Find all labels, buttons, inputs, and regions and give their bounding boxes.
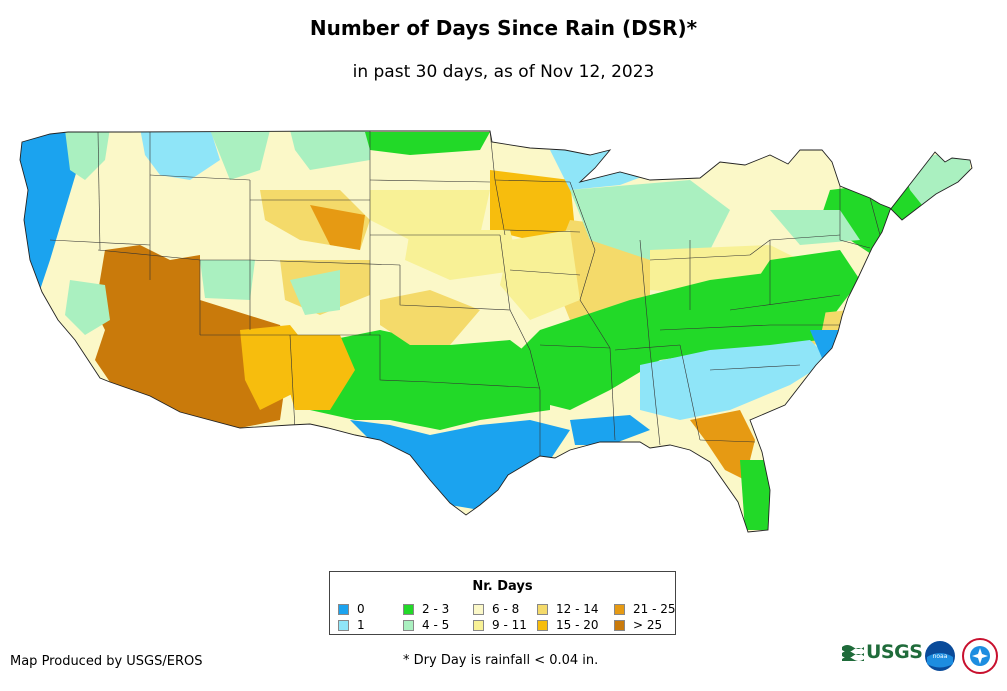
legend-swatch bbox=[473, 619, 484, 631]
legend-item: 4 - 5 bbox=[403, 618, 449, 632]
legend-label: 6 - 8 bbox=[492, 602, 520, 616]
legend-item: 2 - 3 bbox=[403, 602, 449, 616]
legend-swatch bbox=[338, 603, 349, 615]
us-outline bbox=[19, 130, 973, 533]
legend-label: 12 - 14 bbox=[556, 602, 599, 616]
legend-label: 21 - 25 bbox=[633, 602, 676, 616]
legend-item: 21 - 25 bbox=[614, 602, 676, 616]
dsr-shading bbox=[20, 131, 972, 532]
legend-label: 9 - 11 bbox=[492, 618, 527, 632]
legend-label: 2 - 3 bbox=[422, 602, 450, 616]
legend-item: > 25 bbox=[614, 618, 662, 632]
legend-swatch bbox=[338, 619, 349, 631]
legend-swatch bbox=[537, 603, 548, 615]
legend: Nr. Days 0 1 2 - 3 4 - 5 6 - 8 9 - 11 12 - 14 1… bbox=[329, 571, 676, 635]
usgs-logo-text: USGS bbox=[866, 641, 923, 663]
legend-swatch bbox=[403, 619, 414, 631]
noaa-logo-text: noaa bbox=[933, 653, 948, 660]
legend-swatch bbox=[614, 603, 625, 615]
state-boundaries bbox=[49, 131, 901, 456]
legend-swatch bbox=[403, 603, 414, 615]
noaa-logo: noaa bbox=[925, 641, 955, 671]
legend-label: > 25 bbox=[633, 618, 663, 632]
dry-day-note: * Dry Day is rainfall < 0.04 in. bbox=[403, 653, 599, 668]
legend-swatch bbox=[614, 619, 625, 631]
legend-swatch bbox=[537, 619, 548, 631]
producer-credit: Map Produced by USGS/EROS bbox=[10, 654, 203, 669]
usgs-logo: USGS bbox=[842, 641, 923, 663]
map-subtitle: in past 30 days, as of Nov 12, 2023 bbox=[352, 62, 655, 82]
nws-logo bbox=[962, 638, 998, 674]
legend-label: 15 - 20 bbox=[556, 618, 599, 632]
legend-item: 0 bbox=[338, 602, 365, 616]
legend-item: 15 - 20 bbox=[537, 618, 599, 632]
map-title: Number of Days Since Rain (DSR)* bbox=[309, 16, 698, 40]
legend-item: 6 - 8 bbox=[473, 602, 519, 616]
legend-item: 1 bbox=[338, 618, 365, 632]
legend-title: Nr. Days bbox=[472, 579, 533, 594]
legend-swatch bbox=[473, 603, 484, 615]
legend-label: 1 bbox=[357, 618, 365, 632]
legend-label: 4 - 5 bbox=[422, 618, 450, 632]
legend-item: 12 - 14 bbox=[537, 602, 599, 616]
legend-item: 9 - 11 bbox=[473, 618, 527, 632]
usgs-wave-icon bbox=[842, 645, 864, 661]
us-dsr-map bbox=[19, 130, 973, 533]
legend-label: 0 bbox=[357, 602, 365, 616]
